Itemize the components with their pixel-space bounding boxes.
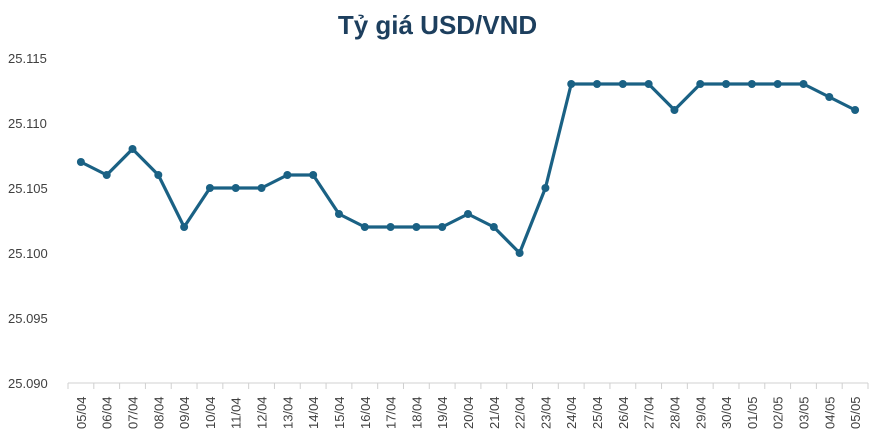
x-tick-labels: 05/04 06/04 07/04 08/04 09/04 10/04 11/04 12/04… [74,396,863,429]
x-tick-label: 11/04 [229,397,244,429]
x-tick-label: 28/04 [667,396,682,429]
x-tick-label: 20/04 [461,396,476,429]
x-tick-label: 25/04 [590,396,605,429]
axes [67,382,869,389]
data-point [438,223,447,231]
data-point [722,80,731,88]
data-point [205,184,214,192]
y-tick-labels: 25.090 25.095 25.100 25.105 25.110 25.115 [8,51,48,391]
x-tick-label: 26/04 [616,396,631,429]
x-tick-label: 08/04 [151,396,166,429]
x-tick-label: 05/04 [74,396,89,429]
data-point [541,184,550,192]
x-tick-label: 30/04 [719,396,734,429]
data-point [309,171,318,179]
x-tick-label: 01/05 [745,396,760,429]
data-point [747,80,756,88]
data-point [464,210,472,218]
x-tick-label: 06/04 [100,396,115,429]
x-tick-label: 27/04 [642,396,657,429]
x-tick-label: 29/04 [693,396,708,429]
data-point [593,80,602,88]
x-tick-label: 15/04 [332,396,347,429]
y-tick-label: 25.100 [8,246,48,261]
x-tick-label: 07/04 [126,396,141,429]
x-tick-label: 12/04 [255,396,270,429]
y-tick-label: 25.110 [8,116,47,131]
data-point [696,80,705,88]
x-tick-label: 23/04 [538,396,553,429]
x-tick-label: 02/05 [771,396,786,429]
x-tick-label: 04/05 [822,396,837,429]
y-tick-label: 25.090 [8,376,48,391]
x-tick-label: 05/05 [848,396,863,429]
data-point [360,223,369,231]
data-point [257,184,266,192]
data-point [618,80,627,88]
data-point [334,210,343,218]
x-tick-label: 19/04 [435,396,450,429]
x-tick-label: 18/04 [409,396,424,429]
data-point [773,80,782,88]
x-tick-label: 09/04 [177,396,192,429]
series [76,80,860,257]
data-point [128,145,137,153]
data-point [567,80,576,88]
data-point [231,184,240,192]
x-tick-label: 10/04 [203,396,218,429]
data-point [412,223,421,231]
data-point [154,171,163,179]
x-tick-label: 17/04 [384,396,399,429]
data-point [180,223,189,231]
series-line [80,82,856,255]
x-tick-label: 21/04 [487,396,502,429]
data-point [386,223,395,231]
data-point [515,249,524,257]
x-tick-label: 13/04 [280,396,295,429]
x-tick-label: 14/04 [306,396,321,429]
x-tick-label: 03/05 [796,396,811,429]
data-point [489,223,498,231]
x-tick-label: 22/04 [513,396,528,429]
x-tick-label: 24/04 [564,396,579,429]
data-point [644,80,653,88]
data-point [76,158,85,166]
data-point [283,171,292,179]
chart-title: Tỷ giá USD/VND [337,10,538,40]
y-tick-label: 25.095 [8,311,48,326]
data-point [799,80,808,88]
y-tick-label: 25.105 [8,181,48,196]
data-point [851,106,860,114]
data-point [670,106,679,114]
data-point [102,171,111,179]
x-tick-label: 16/04 [358,396,373,429]
data-point [825,93,834,101]
y-tick-label: 25.115 [8,51,47,66]
